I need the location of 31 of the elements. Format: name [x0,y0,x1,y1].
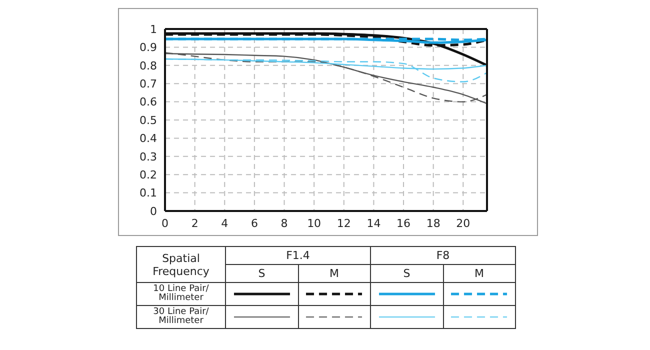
x-tick-label: 2 [191,216,198,230]
y-tick-label: 0.4 [140,132,157,146]
y-tick-label: 0.8 [140,59,157,72]
text: F1.4 [226,246,370,264]
x-tick-label: 0 [162,216,168,230]
text: M [298,264,370,282]
x-tick-label: 20 [456,216,470,230]
x-tick-label: 8 [280,216,288,230]
y-tick-label: 0.9 [140,41,157,54]
x-tick-label: 12 [336,216,351,230]
text: 10 Line Pair/ Millimeter [136,282,226,306]
y-tick-label: 0.1 [140,186,157,200]
text: 30 Line Pair/ Millimeter [136,306,226,328]
text: Spatial Frequency [136,246,226,282]
text: S [370,264,443,282]
x-tick-label: 14 [366,216,381,230]
x-tick-label: 18 [426,216,440,230]
y-tick-label: 0.6 [140,96,157,109]
y-tick-label: 0.2 [140,168,157,182]
text: M [443,264,516,282]
y-tick-label: 0 [150,204,157,218]
x-tick-label: 4 [221,216,228,230]
text: S [226,264,298,282]
y-tick-label: 0.5 [140,114,157,127]
y-tick-label: 0.7 [140,78,157,91]
y-tick-label: 1 [150,22,157,36]
text: F8 [370,246,516,264]
y-tick-label: 0.3 [140,150,157,164]
x-tick-label: 6 [250,216,258,230]
x-tick-label: 16 [396,216,411,230]
x-tick-label: 10 [307,216,322,230]
